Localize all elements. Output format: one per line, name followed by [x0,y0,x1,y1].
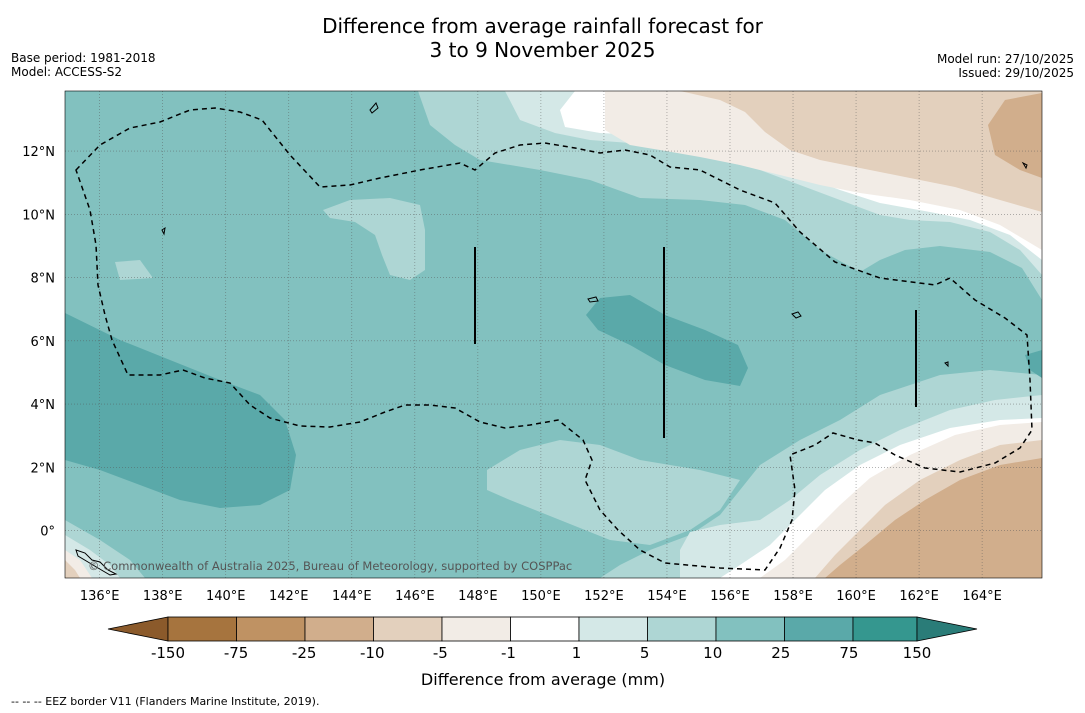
lon-label-4: 144°E [332,589,372,604]
eez-footnote: -- -- -- EEZ border V11 (Flanders Marine… [11,695,320,708]
zone-5-10-north-pocket [323,198,425,280]
colorbar: -150 -75 -25 -10 -5 -1 1 5 10 25 75 150 Difference … [107,616,978,689]
colorbar-segment-m5-m1 [441,616,511,642]
colorbar-segment-m150-m75 [167,616,237,642]
title-line-1: Difference from average rainfall forecas… [322,14,763,38]
colorbar-tick-labels: -150 -75 -25 -10 -5 -1 1 5 10 25 75 150 [151,644,931,662]
lon-label-3: 142°E [269,589,309,604]
zone-m25-m10-se [825,458,1042,578]
colorbar-arrow-low [107,616,169,642]
lon-label-9: 154°E [647,589,687,604]
map-title: Difference from average rainfall forecas… [0,14,1085,62]
lon-label-14: 164°E [962,589,1002,604]
lon-label-7: 150°E [521,589,561,604]
run-info: Model run: 27/10/2025 Issued: 29/10/2025 [937,52,1074,80]
colorbar-tick-6: 1 [572,644,582,662]
colorbar-tick-8: 10 [703,644,722,662]
lon-label-13: 162°E [899,589,939,604]
colorbar-tick-7: 5 [640,644,650,662]
vertical-markers [474,247,917,438]
lon-label-5: 146°E [395,589,435,604]
longitude-labels: 136°E 138°E 140°E 142°E 144°E 146°E 148°E 150°E… [80,589,1002,604]
island-pohnpei [791,311,802,319]
title-line-2: 3 to 9 November 2025 [429,38,656,62]
eez-border [75,107,1033,571]
colorbar-segment-1-5 [578,616,648,642]
lon-label-2: 140°E [206,589,246,604]
colorbar-tick-1: -75 [224,644,249,662]
colorbar-tick-5: -1 [501,644,516,662]
lat-label-1: 10°N [22,208,55,223]
lon-label-11: 158°E [773,589,813,604]
eez-boundary-line [75,107,1033,571]
colorbar-segment-m25-m10 [304,616,374,642]
colorbar-segment-75-150 [852,616,918,642]
colorbar-segment-5-10 [647,616,717,642]
islands [75,102,1028,576]
lat-label-2: 8°N [31,272,56,287]
colorbar-tick-10: 75 [839,644,858,662]
zone-m10-m5-ne [680,91,1042,212]
island-new-guinea-coast [75,549,118,576]
base-period-text: Base period: 1981-2018 [11,51,156,65]
model-text: Model: ACCESS-S2 [11,65,123,79]
issued-text: Issued: 29/10/2025 [958,66,1074,80]
latitude-labels: 12°N 10°N 8°N 6°N 4°N 2°N 0° [22,145,55,539]
colorbar-tick-0: -150 [151,644,185,662]
lat-label-4: 4°N [31,398,56,413]
colorbar-title: Difference from average (mm) [421,670,665,689]
colorbar-segment-25-75 [784,616,854,642]
base-period-info: Base period: 1981-2018 Model: ACCESS-S2 [11,51,156,79]
lon-label-8: 152°E [584,589,624,604]
colorbar-segment-m75-m25 [236,616,306,642]
lat-label-3: 6°N [31,335,56,350]
colorbar-tick-9: 25 [771,644,790,662]
colorbar-tick-2: -25 [292,644,317,662]
zone-m10-m5-sw [65,560,80,578]
model-run-text: Model run: 27/10/2025 [936,52,1074,66]
lat-label-5: 2°N [31,461,56,476]
contour-fill-layer [65,91,1042,578]
lat-label-0: 12°N [22,145,55,160]
zone-25-75-east [1025,350,1042,378]
island-chuuk [587,296,599,303]
colorbar-segment-m1-1 [510,616,580,642]
island-sonsorol [369,102,379,114]
lon-label-0: 136°E [80,589,120,604]
map-frame [64,90,1043,579]
zone-5-10-center-south [487,440,740,545]
colorbar-tick-4: -5 [433,644,448,662]
lon-label-12: 160°E [836,589,876,604]
lat-label-6: 0° [40,525,55,540]
zone-m25-m10-ne [988,93,1042,178]
lon-label-1: 138°E [143,589,183,604]
zone-5-10-west-pocket [115,260,153,280]
lon-label-6: 148°E [458,589,498,604]
colorbar-segment-10-25 [715,616,785,642]
lon-label-10: 156°E [710,589,750,604]
colorbar-tick-3: -10 [360,644,385,662]
colorbar-tick-11: 150 [903,644,932,662]
graticule [65,91,1042,578]
island-palau [161,226,166,236]
island-kosrae [944,361,949,368]
colorbar-arrow-high [916,616,978,642]
copyright-text: © Commonwealth of Australia 2025, Bureau… [88,559,572,573]
island-north-east [1021,161,1028,170]
colorbar-segment-m10-m5 [373,616,443,642]
